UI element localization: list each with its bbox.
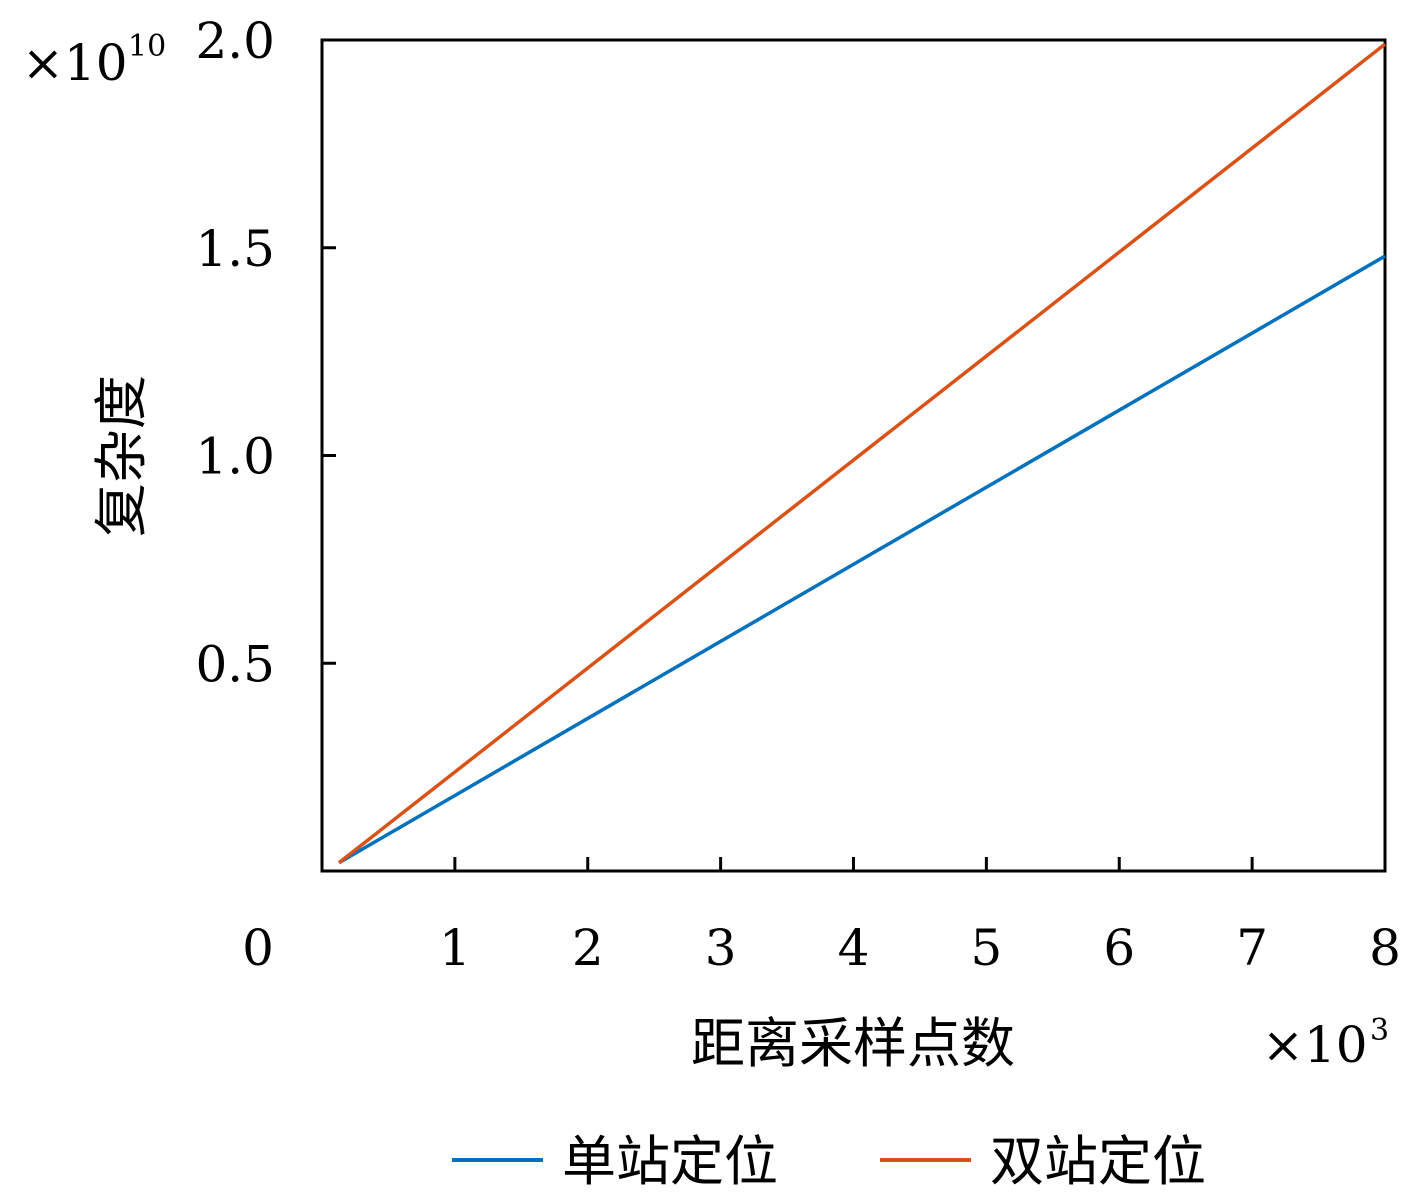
plot-frame (320, 38, 1387, 873)
x-tick-label: 3 (705, 919, 737, 977)
y-tick-label: 1.5 (195, 220, 275, 278)
y-multiplier-exponent: 10 (128, 29, 166, 64)
y-axis-ticks: 0.5 1.0 1.5 2.0 (195, 12, 336, 693)
y-multiplier-base: ×10 (22, 34, 128, 92)
x-multiplier: ×10 3 (1262, 1013, 1389, 1074)
x-tick-label: 6 (1103, 919, 1135, 977)
x-axis-ticks: 1 2 3 4 5 6 7 8 (439, 857, 1401, 977)
y-tick-label: 1.0 (195, 428, 275, 486)
y-axis-label: 复杂度 (90, 375, 153, 537)
x-origin-label: 0 (242, 919, 274, 977)
x-tick-label: 1 (439, 919, 471, 977)
legend-label-dual-station: 双站定位 (990, 1130, 1206, 1193)
series-line-single-station (338, 254, 1386, 865)
series-line-dual-station (337, 42, 1387, 865)
x-tick-label: 8 (1369, 919, 1401, 977)
y-multiplier: ×10 10 (22, 29, 166, 92)
x-multiplier-base: ×10 (1262, 1016, 1368, 1074)
y-tick-label: 0.5 (195, 635, 275, 693)
x-axis-label: 距离采样点数 (691, 1012, 1015, 1075)
x-tick-label: 7 (1236, 919, 1268, 977)
x-multiplier-exponent: 3 (1370, 1013, 1389, 1048)
y-tick-label: 2.0 (195, 12, 275, 70)
x-tick-label: 4 (838, 919, 870, 977)
x-tick-label: 5 (970, 919, 1002, 977)
series-lines (337, 42, 1387, 865)
x-tick-label: 2 (572, 919, 604, 977)
legend: 单站定位 双站定位 (452, 1130, 1206, 1193)
legend-label-single-station: 单站定位 (562, 1130, 778, 1193)
